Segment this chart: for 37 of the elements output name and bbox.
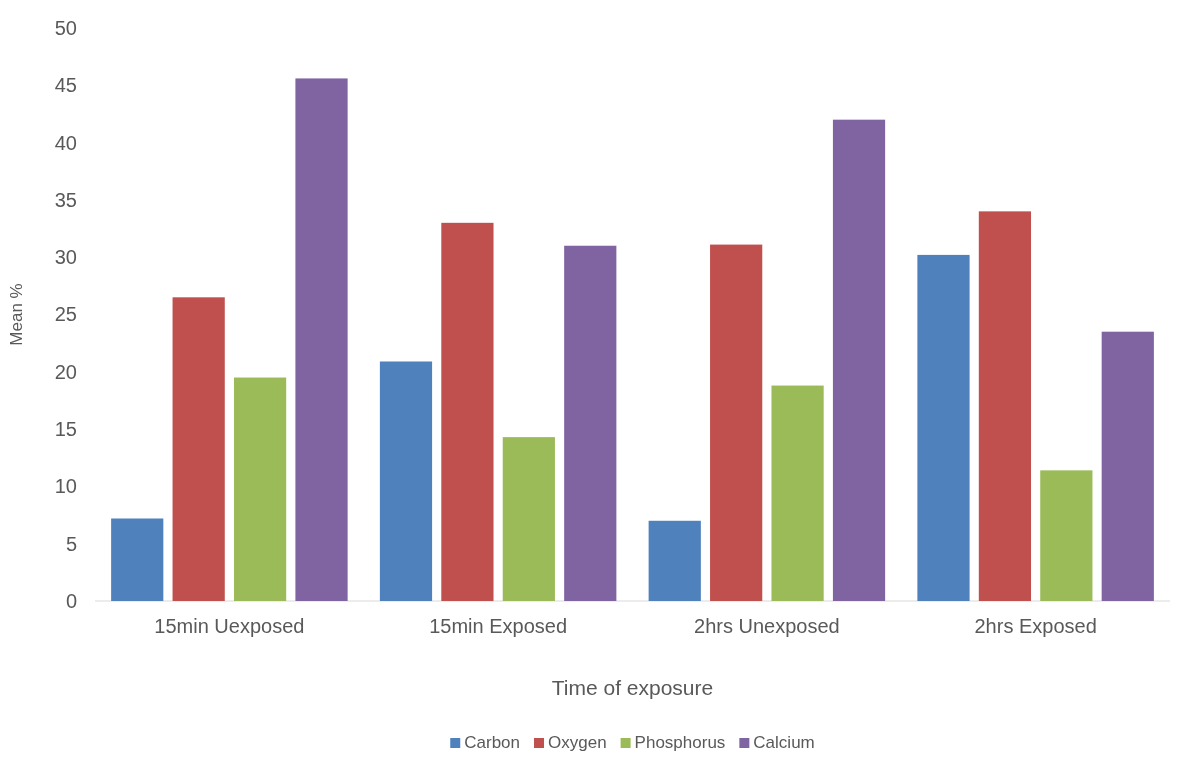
x-tick-label: 15min Uexposed <box>154 615 305 638</box>
y-tick-label: 45 <box>54 74 77 97</box>
x-tick-label: 2hrs Unexposed <box>694 615 840 638</box>
legend-label: Oxygen <box>548 733 607 752</box>
y-tick-label: 40 <box>54 131 77 154</box>
bar <box>172 297 225 601</box>
bar <box>1101 331 1154 601</box>
bar <box>233 377 287 601</box>
bar <box>917 254 970 601</box>
bar <box>441 222 494 601</box>
y-tick-label: 30 <box>54 246 77 269</box>
bar <box>502 437 555 601</box>
legend-label: Calcium <box>753 733 815 752</box>
legend-label: Carbon <box>464 733 521 752</box>
bar <box>832 119 886 601</box>
bar <box>710 244 763 601</box>
y-tick-label: 35 <box>54 188 77 211</box>
y-tick-label: 20 <box>54 360 77 383</box>
bar <box>771 385 824 601</box>
bar <box>564 245 617 601</box>
bar <box>648 520 701 601</box>
y-tick-label: 10 <box>54 475 77 498</box>
y-tick-label: 5 <box>65 532 77 555</box>
x-axis-title: Time of exposure <box>551 676 714 699</box>
y-tick-label: 50 <box>54 16 77 39</box>
bar <box>1040 470 1093 601</box>
x-tick-label: 2hrs Exposed <box>974 615 1097 638</box>
y-axis-title: Mean % <box>7 283 26 346</box>
bar <box>295 78 348 601</box>
bar <box>978 211 1032 601</box>
y-tick-label: 0 <box>65 589 77 612</box>
legend-label: Phosphorus <box>634 733 726 752</box>
x-tick-label: 15min Exposed <box>429 615 568 638</box>
bar <box>111 518 164 601</box>
bar <box>379 361 433 601</box>
y-tick-label: 15 <box>54 418 77 440</box>
y-tick-label: 25 <box>54 303 77 326</box>
